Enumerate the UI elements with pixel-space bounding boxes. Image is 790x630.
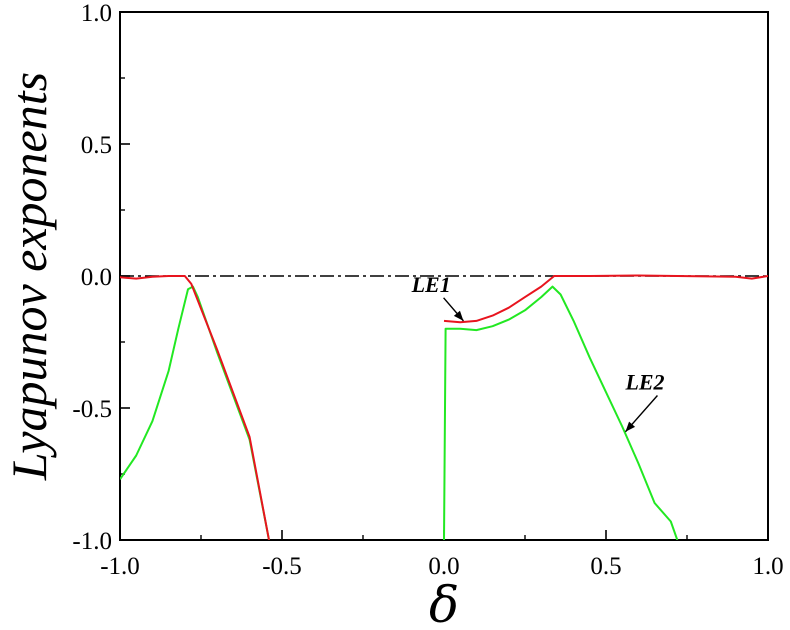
annotation-arrowhead	[453, 310, 464, 321]
y-tick-label: 1.0	[81, 0, 112, 27]
series-line-le2	[443, 285, 679, 540]
series-group	[120, 274, 768, 540]
annotation-arrowhead	[625, 421, 636, 432]
y-tick-label: 0.5	[81, 132, 112, 159]
x-tick-label: -1.0	[100, 553, 140, 580]
tick-labels: -1.0 -0.5 0.0 0.5 1.0 1.0 0.5 0.0 -0.5 -1.0	[72, 0, 783, 580]
x-tick-label: 0.0	[428, 553, 459, 580]
annotation-label: LE2	[624, 370, 664, 395]
annotation-label: LE1	[411, 272, 451, 297]
tick-marks	[119, 11, 769, 541]
series-line-le1	[443, 274, 768, 324]
x-tick-label: 0.5	[590, 553, 621, 580]
annotations: LE1 LE2	[411, 272, 665, 433]
series-line-le2	[120, 285, 270, 540]
y-tick-label: 0.0	[81, 264, 112, 291]
x-tick-label: 1.0	[752, 553, 783, 580]
x-axis-title: δ	[429, 576, 459, 630]
y-tick-label: -1.0	[72, 528, 112, 555]
series-line-le1	[120, 275, 270, 540]
y-axis-title: Lyapunov exponents	[1, 72, 57, 481]
x-tick-label: -0.5	[262, 553, 302, 580]
y-tick-label: -0.5	[72, 396, 112, 423]
